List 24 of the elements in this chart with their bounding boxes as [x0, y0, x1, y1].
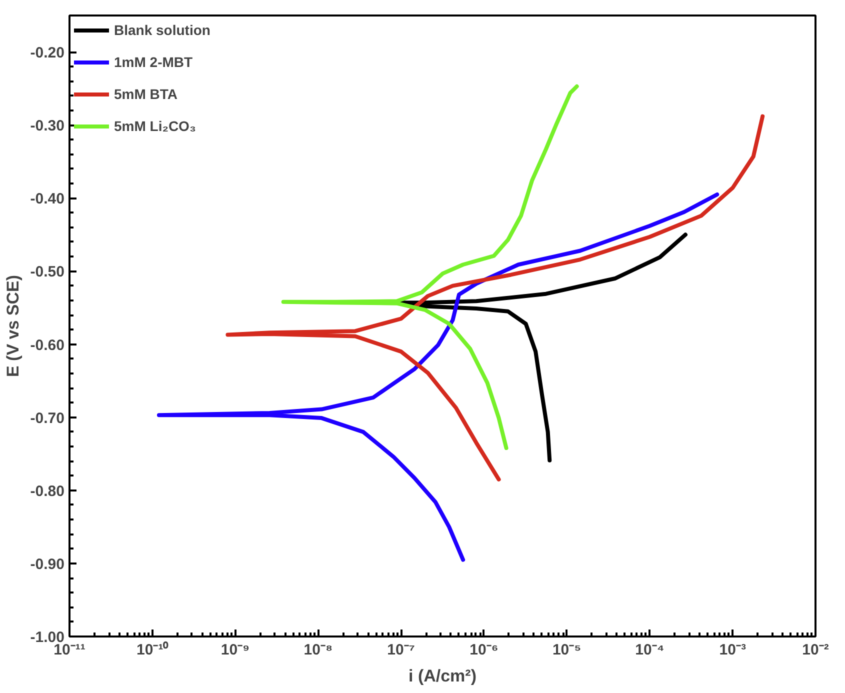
x-tick-label: 10⁻⁵	[552, 642, 582, 658]
legend-label: 5mM BTA	[114, 86, 178, 102]
x-tick-label: 10⁻⁹	[220, 642, 250, 658]
legend-label: 5mM Li₂CO₃	[114, 118, 196, 134]
y-tick-label: -0.80	[30, 482, 65, 500]
x-tick-label: 10⁻⁸	[304, 642, 333, 658]
x-tick-label: 10⁻³	[719, 642, 746, 658]
y-tick-label: -0.90	[30, 556, 65, 573]
x-tick-label: 10⁻⁴	[635, 642, 664, 658]
x-tick-label: 10⁻⁷	[387, 642, 415, 658]
x-axis-title: i (A/cm²)	[408, 666, 476, 686]
y-tick-label: -0.30	[30, 118, 65, 135]
y-tick-label: -0.70	[30, 410, 65, 427]
y-tick-label: -0.40	[30, 190, 65, 208]
legend-label: 1mM 2-MBT	[114, 54, 193, 70]
x-tick-label: 10⁻¹¹	[54, 642, 86, 658]
y-tick-label: -0.60	[30, 336, 65, 354]
x-tick-label: 10⁻²	[802, 642, 829, 658]
x-tick-label: 10⁻⁶	[470, 642, 498, 658]
y-tick-label: -0.20	[30, 44, 65, 62]
y-tick-label: -0.50	[30, 264, 65, 281]
legend-label: Blank solution	[114, 22, 210, 38]
y-axis-title: E (V vs SCE)	[3, 274, 22, 378]
x-tick-label: 10⁻¹⁰	[136, 640, 170, 658]
